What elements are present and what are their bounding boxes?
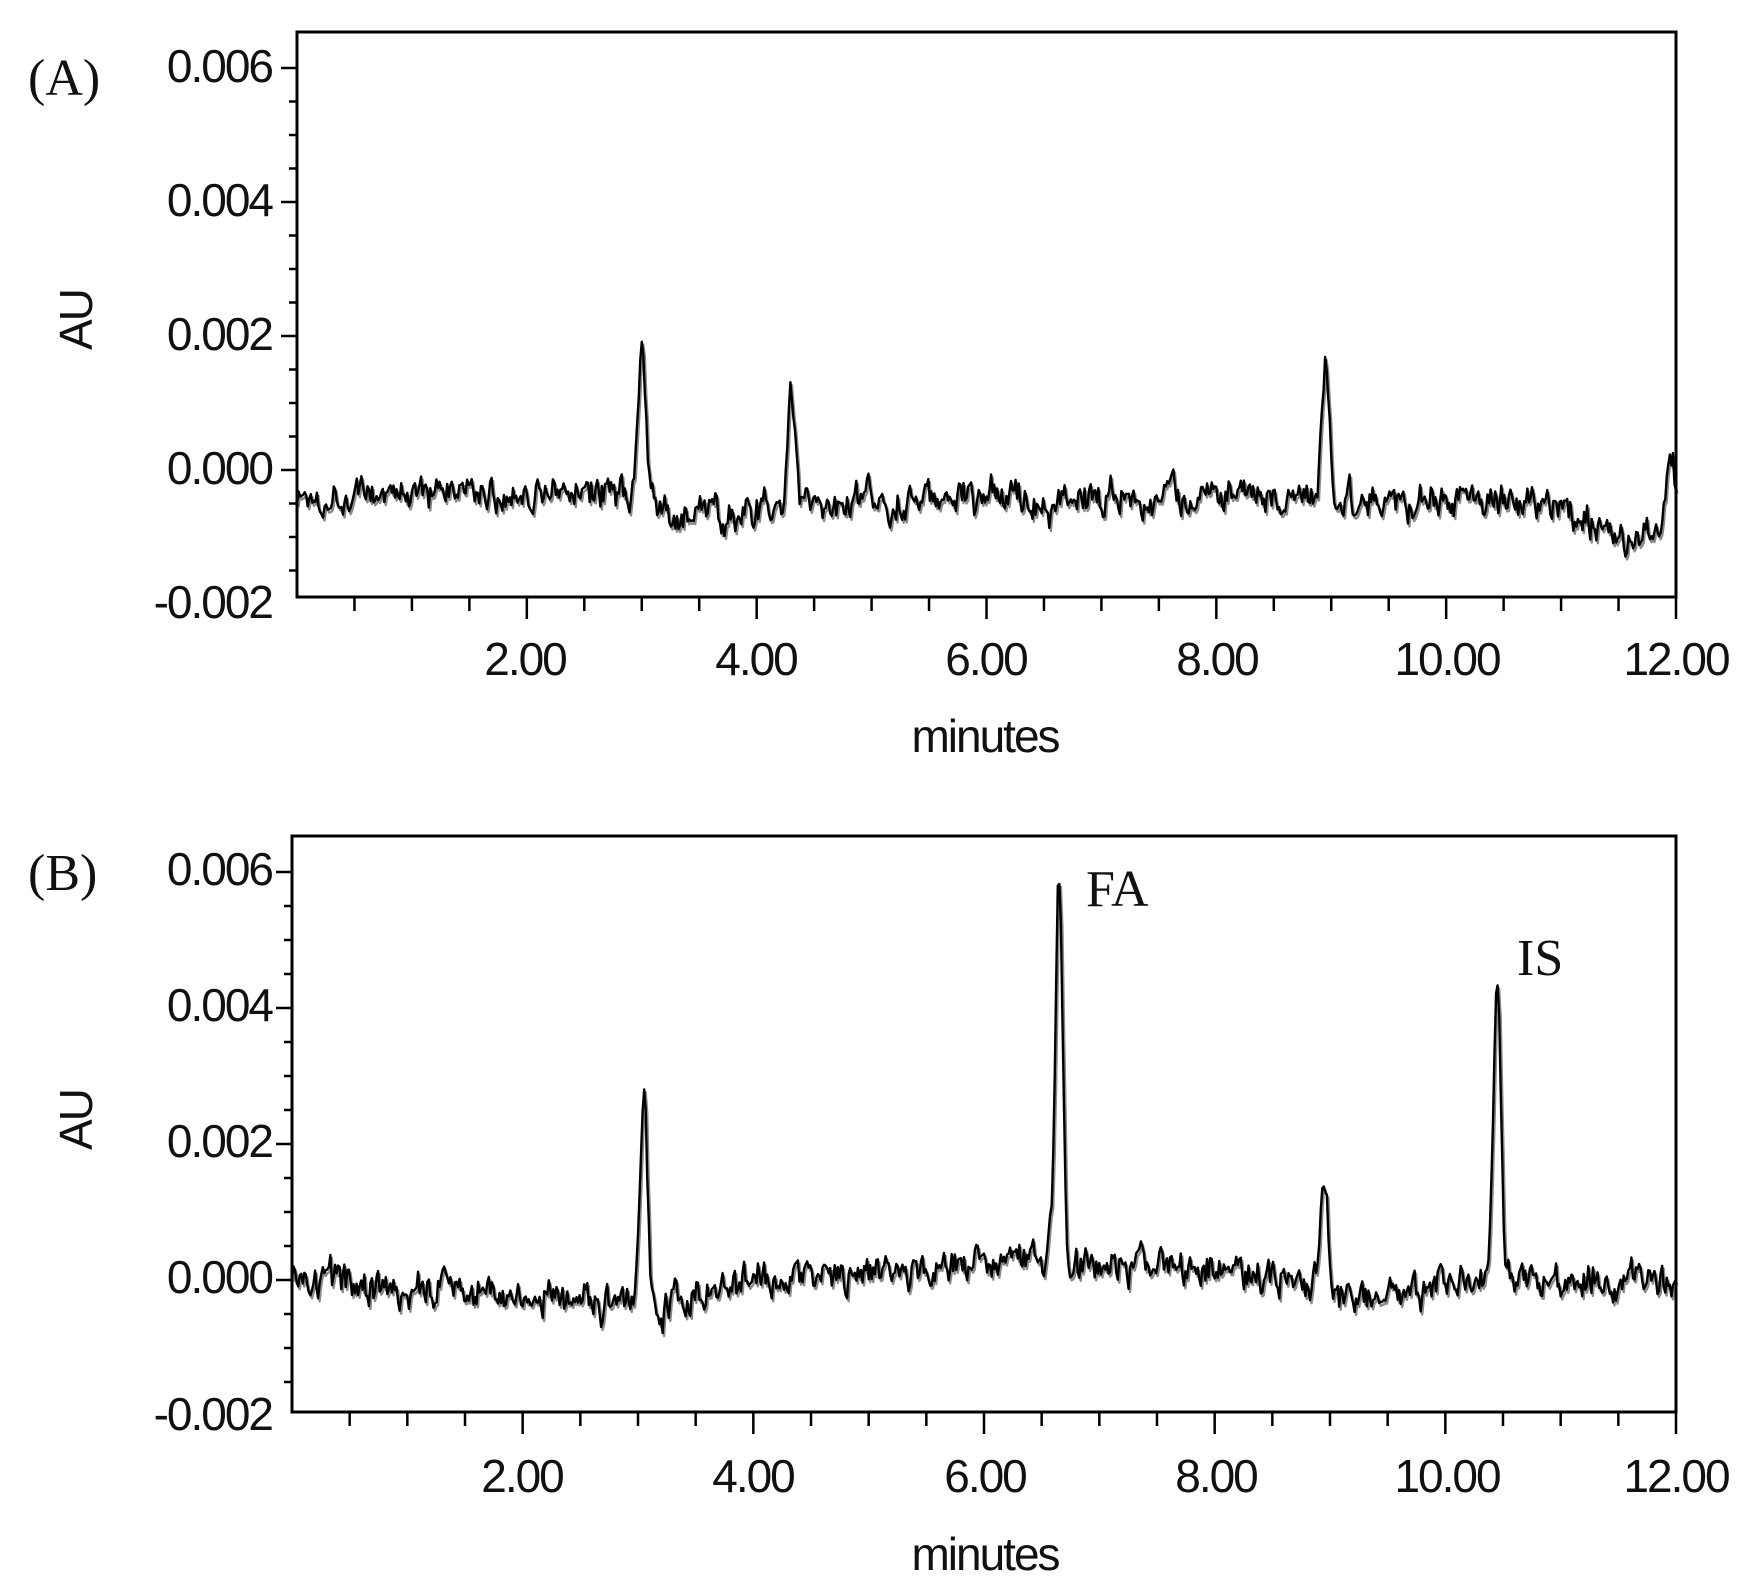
panel-a-label: (A) [28,50,100,107]
panel-a-trace-shadow [297,343,1679,561]
x-tick-label: 8.00 [1175,1450,1257,1502]
y-tick-label: -0.002 [154,576,273,628]
x-tick-label: 10.00 [1394,633,1500,685]
peak-label-is: IS [1517,930,1563,987]
x-tick-label: 6.00 [945,633,1027,685]
panel-a-plot-frame [295,30,1678,599]
panel-b-label: (B) [28,845,97,902]
x-tick-label: 10.00 [1394,1450,1500,1502]
x-tick-label: 4.00 [712,1450,794,1502]
y-tick-label: 0.002 [167,308,273,360]
x-tick-label: 2.00 [484,633,566,685]
x-tick-label: 2.00 [481,1450,563,1502]
x-tick-label: 6.00 [944,1450,1026,1502]
panel-b-tick-marks [276,870,1678,1434]
y-tick-label: 0.006 [167,40,273,92]
panel-b-plot-frame [290,834,1678,1414]
panel-b-x-axis-title: minutes [911,1528,1059,1580]
y-tick-label: 0.002 [167,1115,273,1167]
panel-b-x-tick-labels: 2.00 4.00 6.00 8.00 10.00 12.00 [481,1450,1731,1502]
y-tick-label: 0.004 [167,979,274,1031]
panel-a-y-axis-title: AU [50,290,102,350]
panel-b-y-tick-labels: 0.006 0.004 0.002 0.000 -0.002 [154,843,276,1440]
panel-a-trace [295,340,1678,558]
x-tick-label: 12.00 [1623,633,1729,685]
x-tick-label: 12.00 [1623,1450,1729,1502]
panel-b: (B) AU minutes 0.006 0.004 0.002 0.000 -… [28,834,1731,1580]
y-tick-label: -0.002 [154,1388,273,1440]
y-tick-label: 0.000 [167,442,273,494]
y-tick-label: 0.000 [167,1251,273,1303]
panel-b-y-axis-title: AU [50,1090,102,1150]
x-tick-label: 4.00 [715,633,797,685]
panel-a-y-tick-labels: 0.006 0.004 0.002 0.000 -0.002 [154,40,276,628]
panel-a-x-axis-title: minutes [911,710,1059,762]
panel-b-trace [290,882,1678,1335]
panel-a-x-tick-labels: 2.00 4.00 6.00 8.00 10.00 12.00 [484,633,1731,685]
panel-a-tick-marks [281,66,1678,619]
panel-a: (A) AU minutes 0.006 0.004 0.002 0.000 -… [28,30,1731,762]
peak-label-fa: FA [1086,861,1149,918]
y-tick-label: 0.004 [167,174,274,226]
y-tick-label: 0.006 [167,843,273,895]
x-tick-label: 8.00 [1176,633,1258,685]
